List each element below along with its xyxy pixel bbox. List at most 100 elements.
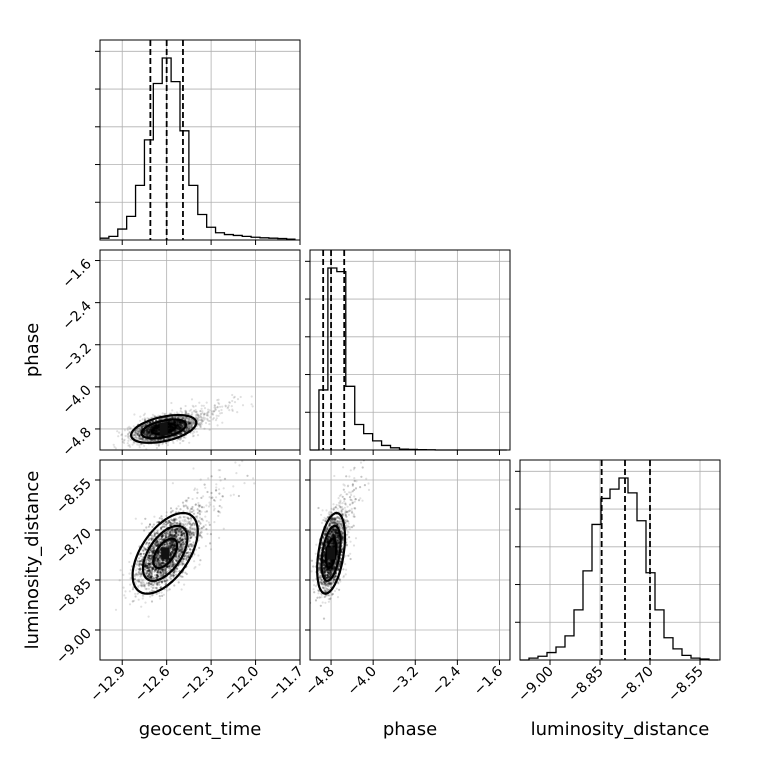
scatter-point [135, 436, 138, 439]
scatter-point [155, 435, 158, 438]
scatter-point [180, 437, 183, 440]
scatter-point [193, 560, 196, 563]
scatter-point [180, 421, 183, 424]
scatter-point [159, 597, 162, 600]
scatter-point [180, 431, 183, 434]
scatter-point [178, 433, 182, 436]
panel-frame [309, 249, 511, 451]
corner-panels: −9.00 −8.85 −8.70 −8.55−4.8−4.0−3.2−2.4−1.6… [53, 39, 721, 705]
scatter-point [229, 494, 232, 497]
scatter-point [178, 424, 181, 427]
scatter-point [170, 427, 173, 430]
scatter-point [141, 425, 144, 428]
scatter-point [231, 393, 234, 397]
scatter-point [181, 424, 184, 428]
scatter-point [178, 415, 181, 418]
scatter-point [191, 422, 194, 425]
scatter-point [149, 432, 152, 435]
scatter-point [114, 447, 117, 450]
scatter-point [173, 421, 176, 424]
scatter-point [172, 425, 175, 428]
scatter-point [127, 444, 130, 447]
scatter-point [169, 425, 172, 428]
scatter-point [144, 418, 147, 421]
scatter-point [172, 534, 175, 538]
scatter-point [155, 429, 158, 432]
scatter-point [198, 401, 201, 404]
scatter-point [215, 417, 218, 420]
scatter-point [158, 418, 161, 421]
scatter-point [196, 418, 199, 421]
scatter-point [138, 446, 141, 449]
scatter-point [186, 426, 189, 429]
scatter-point [139, 443, 142, 446]
scatter-point [150, 425, 153, 428]
scatter-point [174, 420, 177, 423]
scatter-point [156, 427, 159, 430]
scatter-point [172, 426, 175, 429]
scatter-point [177, 424, 180, 427]
scatter-point [184, 417, 187, 420]
scatter-point [206, 418, 209, 421]
scatter-point [241, 404, 245, 407]
scatter-point [184, 430, 187, 433]
scatter-point [139, 429, 142, 432]
scatter-panel-geocent-time-phase: −4.8−4.0−3.2−2.4−1.6 [59, 249, 301, 460]
scatter-point [146, 432, 149, 436]
scatter-point [148, 421, 151, 424]
scatter-point [152, 425, 155, 428]
scatter-point [154, 430, 157, 433]
scatter-point [162, 438, 165, 441]
scatter-point [156, 429, 160, 432]
scatter-points [112, 393, 254, 450]
scatter-point [139, 415, 142, 418]
scatter-point [122, 439, 126, 442]
scatter-point [171, 416, 174, 419]
scatter-point [124, 596, 127, 600]
scatter-point [169, 427, 172, 430]
scatter-point [180, 425, 183, 428]
scatter-point [148, 421, 151, 424]
scatter-point [179, 432, 182, 435]
scatter-point [179, 423, 182, 426]
scatter-point [215, 496, 218, 499]
scatter-point [197, 501, 200, 505]
scatter-point [146, 438, 149, 441]
scatter-point [144, 601, 147, 604]
scatter-point [168, 425, 171, 428]
scatter-point [206, 410, 210, 414]
scatter-point [185, 412, 188, 415]
scatter-point [124, 590, 127, 593]
scatter-point [154, 434, 157, 437]
scatter-point [176, 422, 179, 425]
scatter-point [141, 438, 144, 441]
scatter-point [195, 410, 198, 413]
scatter-point [173, 431, 176, 434]
scatter-point [133, 432, 136, 435]
scatter-point [138, 434, 141, 437]
scatter-point [148, 430, 152, 433]
scatter-point [138, 557, 141, 560]
scatter-point [150, 600, 154, 603]
scatter-point [194, 404, 197, 408]
scatter-point [147, 439, 150, 443]
y-tick-label: −4.8 [59, 424, 94, 459]
scatter-point [170, 425, 173, 428]
scatter-point [187, 420, 190, 423]
scatter-point [161, 434, 164, 437]
scatter-point [178, 421, 182, 424]
scatter-point [171, 425, 175, 428]
scatter-point [168, 428, 171, 431]
scatter-point [168, 428, 171, 431]
scatter-point [181, 417, 185, 420]
scatter-point [177, 421, 180, 424]
scatter-point [179, 432, 182, 435]
scatter-point [213, 404, 216, 407]
scatter-point [139, 575, 142, 578]
scatter-point [147, 431, 150, 434]
scatter-point [148, 439, 152, 442]
scatter-point [154, 435, 157, 438]
scatter-point [187, 412, 190, 416]
scatter-point [169, 511, 172, 514]
